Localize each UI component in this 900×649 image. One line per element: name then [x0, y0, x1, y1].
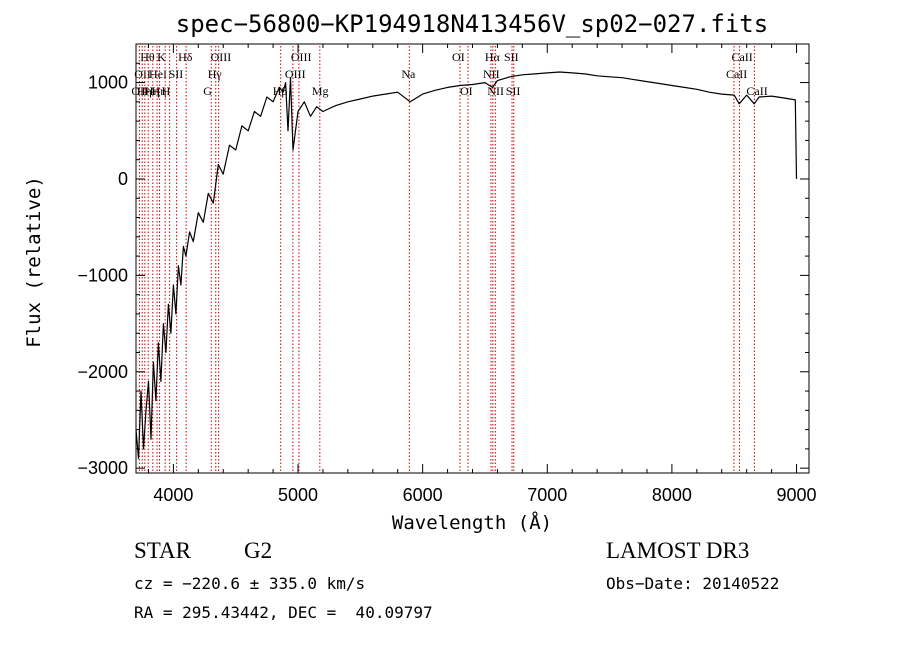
- y-tick-label-4: −3000: [77, 458, 128, 478]
- obs-date-readout: Obs−Date: 20140522: [606, 574, 780, 593]
- line-marker-label-2: Hη: [137, 84, 152, 98]
- line-marker-label-8: H: [162, 84, 171, 98]
- y-tick-label-2: −1000: [77, 265, 128, 285]
- x-tick-label-1: 5000: [278, 485, 318, 505]
- line-marker-label-12: Hγ: [208, 67, 223, 81]
- x-axis: 4000 5000 6000 7000 8000 9000: [147, 44, 817, 505]
- line-marker-label-3: Hθ: [140, 50, 155, 64]
- plot-frame: [135, 43, 810, 474]
- x-tick-label-0: 4000: [153, 485, 193, 505]
- line-marker-label-7: K: [157, 50, 166, 64]
- line-marker-label-9: SII: [169, 67, 184, 81]
- y-tick-label-3: −2000: [77, 362, 128, 382]
- x-axis-label: Wavelength (Å): [392, 511, 552, 534]
- line-marker-label-26: CaII: [726, 67, 747, 81]
- y-tick-label-1: 0: [118, 169, 128, 189]
- line-marker-label-16: OIII: [291, 50, 312, 64]
- line-marker-label-1: OII: [134, 67, 151, 81]
- spectrum-series: [135, 71, 798, 460]
- line-marker-label-6: Hη: [152, 84, 167, 98]
- chart-title: spec−56800−KP194918N413456V_sp02−027.fit…: [176, 10, 768, 38]
- x-tick-label-3: 7000: [527, 485, 567, 505]
- object-type: STAR: [134, 538, 191, 563]
- line-marker-label-20: OI: [460, 84, 473, 98]
- line-marker-label-5: HeI: [149, 67, 167, 81]
- line-marker-label-22: Hα: [485, 50, 501, 64]
- redshift-readout: cz = −220.6 ± 335.0 km/s: [134, 574, 366, 593]
- x-tick-label-5: 9000: [777, 485, 817, 505]
- survey-name: LAMOST DR3: [606, 538, 750, 563]
- y-axis: 1000 0 −1000 −2000 −3000: [77, 62, 809, 478]
- line-marker-label-18: Na: [401, 67, 416, 81]
- line-marker-label-28: CaII: [746, 84, 767, 98]
- x-tick-label-2: 6000: [403, 485, 443, 505]
- line-marker-label-24: SII: [504, 50, 519, 64]
- x-tick-label-4: 8000: [652, 485, 692, 505]
- coordinates-readout: RA = 295.43442, DEC = 40.09797: [134, 603, 433, 622]
- line-marker-label-17: Mg: [312, 84, 329, 98]
- line-marker-label-21: NII: [483, 67, 500, 81]
- spectrum-line-0: [135, 71, 798, 460]
- line-marker-label-11: G: [203, 84, 212, 98]
- line-marker-label-27: CaII: [731, 50, 752, 64]
- emission-line-markers: OIIOIIHηHθHηHeIHηKHSIIHδGHγOIIIHβOIIIOII…: [131, 46, 768, 473]
- line-marker-label-13: OIII: [211, 50, 232, 64]
- y-tick-label-0: 1000: [88, 73, 128, 93]
- line-marker-label-10: Hδ: [178, 50, 193, 64]
- line-marker-label-25: SII: [506, 84, 521, 98]
- line-marker-label-15: OIII: [285, 67, 306, 81]
- spectral-subclass: G2: [244, 538, 273, 563]
- y-axis-label: Flux (relative): [23, 176, 45, 348]
- line-marker-label-4: Hη: [145, 84, 160, 98]
- line-marker-label-19: OI: [452, 50, 465, 64]
